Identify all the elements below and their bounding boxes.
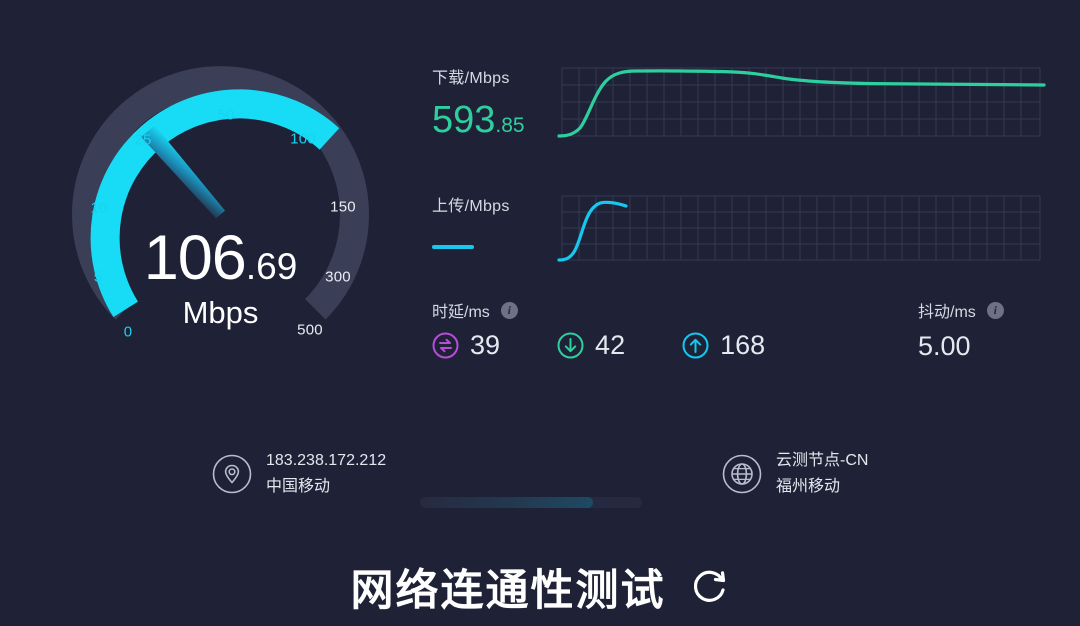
globe-icon	[722, 454, 762, 493]
upload-chart-grid	[561, 195, 1041, 261]
gauge-tick-5: 5	[93, 268, 103, 286]
download-chart	[557, 67, 1046, 138]
latency-download-value: 42	[595, 330, 626, 360]
gauge-track-arc	[72, 66, 369, 320]
upload-label: 上传/Mbps	[432, 198, 510, 215]
download-chart-line	[557, 69, 1046, 138]
arrow-down-icon	[557, 332, 584, 359]
upload-left: 上传/Mbps	[432, 192, 552, 253]
gauge-readout: 106.69 Mbps	[48, 227, 393, 330]
gauge-tick-25: 25	[134, 131, 152, 149]
gauge-value: 106	[143, 223, 247, 293]
latency-upload: 168	[682, 330, 765, 361]
download-label: 下载/Mbps	[432, 70, 510, 87]
download-chart-grid	[561, 67, 1041, 137]
server-info-text: 云测节点-CN 福州移动	[776, 450, 868, 497]
info-icon[interactable]: i	[500, 301, 518, 319]
download-metric: 下载/Mbps 593.85	[432, 64, 1048, 164]
gauge-tick-150: 150	[330, 198, 356, 216]
gauge-needle	[141, 125, 226, 219]
gauge-unit: Mbps	[182, 295, 259, 330]
client-isp: 中国移动	[266, 477, 331, 495]
upload-value-group	[432, 229, 552, 253]
arrow-up-icon	[682, 332, 709, 359]
test-progress-bar	[420, 497, 642, 508]
upload-metric: 上传/Mbps	[432, 192, 1048, 284]
speed-gauge: 0 5 10 25 50 100 150 300 500 106.69 Mbps	[48, 42, 393, 387]
server-location: 福州移动	[776, 477, 841, 495]
gauge-value-decimal: .69	[245, 246, 298, 287]
latency-header: 时延/ms i	[432, 298, 518, 322]
footer-title-row: 网络连通性测试	[0, 556, 1080, 618]
latency-idle: 39	[432, 330, 500, 361]
jitter-header: 抖动/ms i	[918, 298, 1004, 322]
gauge-tick-50: 50	[217, 106, 235, 124]
latency-upload-value: 168	[720, 330, 766, 360]
server-info[interactable]: 云测节点-CN 福州移动	[722, 450, 868, 497]
client-ip: 183.238.172.212	[266, 452, 387, 469]
latency-label: 时延/ms	[432, 304, 490, 321]
location-pin-icon	[212, 454, 252, 493]
info-icon[interactable]: i	[986, 301, 1004, 319]
gauge-arcs	[72, 66, 369, 320]
refresh-icon[interactable]	[688, 566, 730, 608]
upload-chart-line	[557, 200, 628, 262]
client-info[interactable]: 183.238.172.212 中国移动	[212, 450, 386, 497]
jitter-label: 抖动/ms	[918, 304, 976, 321]
test-progress-fill	[420, 497, 594, 508]
server-name: 云测节点-CN	[776, 452, 869, 469]
gauge-tick-100: 100	[290, 130, 316, 148]
latency-values: 39 42 168	[432, 330, 765, 361]
gauge-tick-10: 10	[90, 199, 108, 217]
latency-idle-value: 39	[470, 330, 501, 360]
upload-value-placeholder	[432, 245, 474, 249]
page-title: 网络连通性测试	[350, 566, 666, 616]
exchange-arrows-icon	[432, 332, 459, 359]
download-left: 下载/Mbps 593.85	[432, 64, 552, 139]
gauge-tick-500: 500	[297, 321, 323, 339]
latency-download: 42	[557, 330, 625, 361]
download-value: 593	[432, 99, 496, 141]
gauge-tick-300: 300	[325, 268, 351, 286]
download-value-group: 593.85	[432, 101, 552, 139]
jitter-value: 5.00	[918, 331, 971, 361]
upload-chart	[557, 195, 1041, 262]
client-info-text: 183.238.172.212 中国移动	[266, 450, 386, 497]
download-value-decimal: .85	[495, 114, 525, 137]
gauge-tick-0: 0	[123, 323, 133, 341]
